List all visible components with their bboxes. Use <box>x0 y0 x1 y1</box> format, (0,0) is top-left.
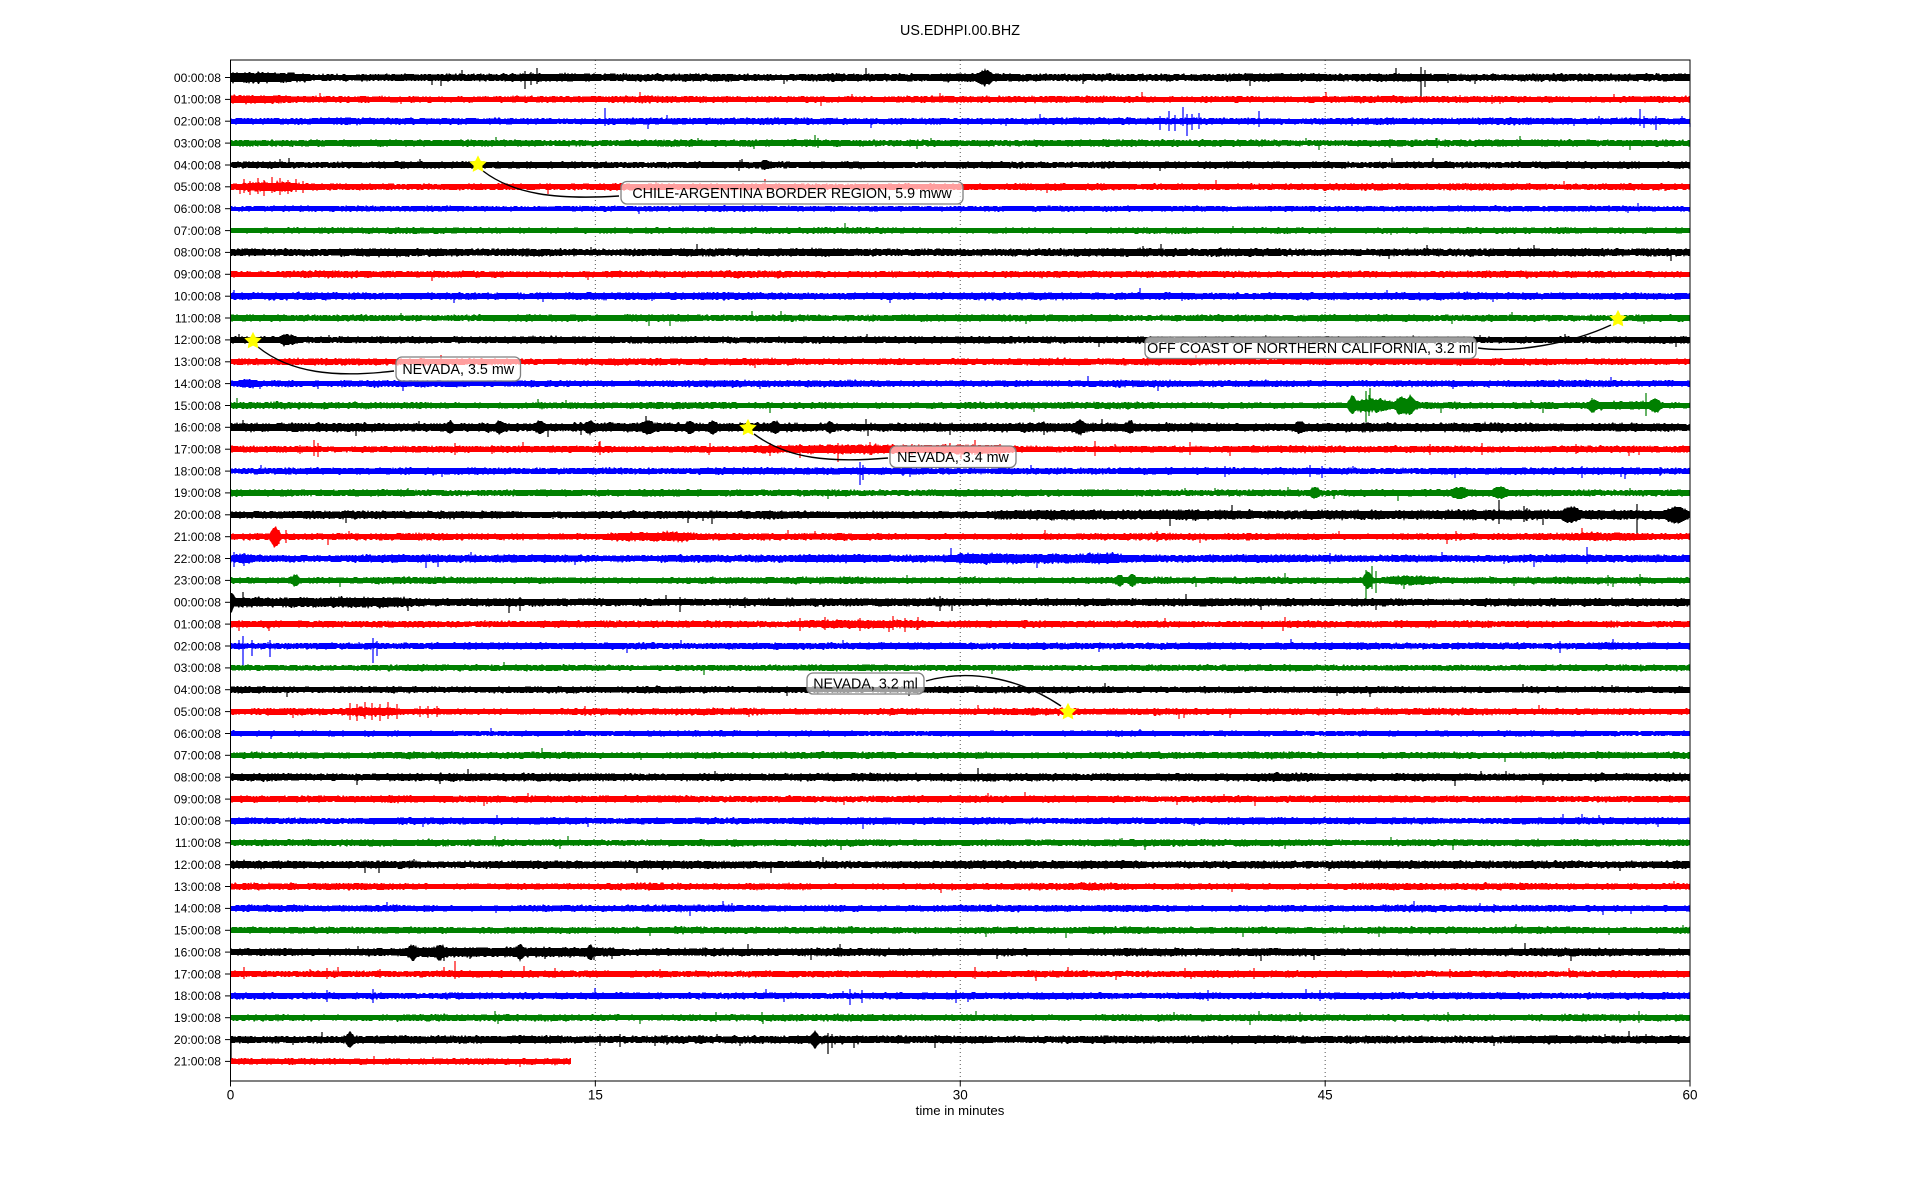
svg-text:04:00:08: 04:00:08 <box>174 683 221 697</box>
svg-text:11:00:08: 11:00:08 <box>175 311 221 325</box>
svg-text:20:00:08: 20:00:08 <box>174 1033 221 1047</box>
svg-text:04:00:08: 04:00:08 <box>174 158 221 172</box>
svg-text:17:00:08: 17:00:08 <box>174 443 221 457</box>
svg-text:NEVADA, 3.4 mw: NEVADA, 3.4 mw <box>897 450 1009 466</box>
svg-text:15: 15 <box>588 1088 603 1103</box>
svg-text:05:00:08: 05:00:08 <box>174 705 221 719</box>
svg-text:19:00:08: 19:00:08 <box>174 1011 221 1025</box>
svg-text:07:00:08: 07:00:08 <box>174 749 221 763</box>
svg-text:14:00:08: 14:00:08 <box>174 902 221 916</box>
svg-text:05:00:08: 05:00:08 <box>174 180 221 194</box>
svg-text:07:00:08: 07:00:08 <box>174 224 221 238</box>
svg-text:02:00:08: 02:00:08 <box>174 639 221 653</box>
svg-text:12:00:08: 12:00:08 <box>174 333 221 347</box>
svg-text:11:00:08: 11:00:08 <box>175 836 221 850</box>
svg-text:06:00:08: 06:00:08 <box>174 727 221 741</box>
svg-text:NEVADA, 3.2 ml: NEVADA, 3.2 ml <box>813 677 918 693</box>
svg-text:30: 30 <box>953 1088 968 1103</box>
svg-text:22:00:08: 22:00:08 <box>174 552 221 566</box>
svg-text:14:00:08: 14:00:08 <box>174 377 221 391</box>
svg-text:OFF COAST OF NORTHERN CALIFORN: OFF COAST OF NORTHERN CALIFORNIA, 3.2 ml <box>1147 341 1474 357</box>
svg-text:01:00:08: 01:00:08 <box>174 93 221 107</box>
svg-text:09:00:08: 09:00:08 <box>174 268 221 282</box>
svg-text:06:00:08: 06:00:08 <box>174 202 221 216</box>
svg-text:15:00:08: 15:00:08 <box>174 924 221 938</box>
svg-text:0: 0 <box>227 1088 235 1103</box>
svg-text:10:00:08: 10:00:08 <box>174 290 221 304</box>
svg-text:13:00:08: 13:00:08 <box>174 355 221 369</box>
svg-text:US.EDHPI.00.BHZ: US.EDHPI.00.BHZ <box>900 23 1020 39</box>
svg-text:CHILE-ARGENTINA BORDER REGION,: CHILE-ARGENTINA BORDER REGION, 5.9 mww <box>632 186 952 202</box>
svg-text:16:00:08: 16:00:08 <box>174 421 221 435</box>
svg-text:00:00:08: 00:00:08 <box>174 71 221 85</box>
svg-text:18:00:08: 18:00:08 <box>174 989 221 1003</box>
svg-text:18:00:08: 18:00:08 <box>174 464 221 478</box>
svg-text:09:00:08: 09:00:08 <box>174 792 221 806</box>
svg-text:19:00:08: 19:00:08 <box>174 486 221 500</box>
svg-text:45: 45 <box>1318 1088 1333 1103</box>
svg-text:00:00:08: 00:00:08 <box>174 596 221 610</box>
svg-text:13:00:08: 13:00:08 <box>174 880 221 894</box>
svg-text:23:00:08: 23:00:08 <box>174 574 221 588</box>
svg-text:10:00:08: 10:00:08 <box>174 814 221 828</box>
svg-text:NEVADA, 3.5 mw: NEVADA, 3.5 mw <box>402 362 514 378</box>
svg-text:03:00:08: 03:00:08 <box>174 136 221 150</box>
svg-text:15:00:08: 15:00:08 <box>174 399 221 413</box>
svg-text:08:00:08: 08:00:08 <box>174 246 221 260</box>
svg-text:03:00:08: 03:00:08 <box>174 661 221 675</box>
svg-text:21:00:08: 21:00:08 <box>174 530 221 544</box>
svg-text:17:00:08: 17:00:08 <box>174 967 221 981</box>
svg-text:01:00:08: 01:00:08 <box>174 617 221 631</box>
svg-text:60: 60 <box>1682 1088 1697 1103</box>
svg-text:12:00:08: 12:00:08 <box>174 858 221 872</box>
svg-text:08:00:08: 08:00:08 <box>174 771 221 785</box>
svg-text:20:00:08: 20:00:08 <box>174 508 221 522</box>
svg-text:21:00:08: 21:00:08 <box>174 1055 221 1069</box>
svg-text:time in minutes: time in minutes <box>916 1103 1005 1118</box>
svg-text:16:00:08: 16:00:08 <box>174 945 221 959</box>
svg-text:02:00:08: 02:00:08 <box>174 115 221 129</box>
